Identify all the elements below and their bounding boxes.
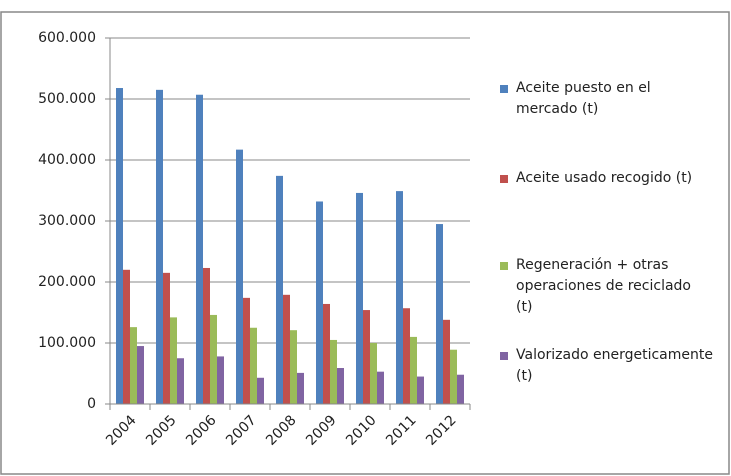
bar <box>337 368 344 404</box>
legend-label: Regeneración + otras operaciones de reci… <box>516 257 691 315</box>
x-tick-label: 2007 <box>223 412 260 449</box>
y-tick-label: 100.000 <box>38 335 96 351</box>
bar <box>116 88 123 405</box>
legend-label: Valorizado energeticamente (t) <box>516 347 713 384</box>
y-tick-label: 0 <box>87 396 96 412</box>
x-tick-label: 2009 <box>303 412 340 449</box>
bar <box>330 339 337 404</box>
bar <box>377 371 384 404</box>
bar <box>177 358 184 404</box>
legend-swatch <box>500 85 508 93</box>
bar <box>210 314 217 404</box>
legend-swatch <box>500 262 508 270</box>
bar <box>323 303 330 404</box>
x-tick-label: 2005 <box>143 412 180 449</box>
legend-label: Aceite usado recogido (t) <box>516 170 693 186</box>
bar <box>130 327 137 404</box>
bar <box>297 372 304 404</box>
legend-label: Aceite puesto en el mercado (t) <box>516 80 651 117</box>
bar <box>290 330 297 404</box>
legend-swatch <box>500 352 508 360</box>
bar <box>276 175 283 404</box>
y-tick-label: 300.000 <box>38 213 96 229</box>
y-tick-label: 400.000 <box>38 152 96 168</box>
bar <box>236 149 243 404</box>
bar <box>363 310 370 404</box>
x-tick-label: 2010 <box>343 412 380 449</box>
bar <box>156 89 163 404</box>
bar <box>170 317 177 404</box>
bar <box>396 191 403 404</box>
bar <box>163 272 170 404</box>
bar <box>450 349 457 404</box>
bar <box>203 267 210 404</box>
x-tick-label: 2008 <box>263 412 300 449</box>
y-tick-label: 600.000 <box>38 30 96 46</box>
bar <box>417 376 424 404</box>
x-tick-label: 2012 <box>423 412 460 449</box>
x-tick-label: 2004 <box>103 412 140 449</box>
bar <box>457 374 464 404</box>
x-tick-label: 2006 <box>183 412 220 449</box>
bar <box>250 327 257 404</box>
bar <box>257 377 264 404</box>
bar <box>137 346 144 404</box>
bar <box>196 94 203 404</box>
bar <box>436 224 443 404</box>
x-tick-label: 2011 <box>383 412 420 449</box>
bar <box>356 192 363 404</box>
bar <box>403 308 410 404</box>
bar <box>283 294 290 404</box>
bar <box>217 356 224 404</box>
bar <box>316 201 323 404</box>
bar <box>370 343 377 404</box>
bar <box>243 297 250 404</box>
bar <box>123 269 130 404</box>
bar <box>410 336 417 404</box>
y-tick-label: 200.000 <box>38 274 96 290</box>
y-tick-label: 500.000 <box>38 91 96 107</box>
bar <box>443 319 450 404</box>
legend-swatch <box>500 175 508 183</box>
frame <box>0 11 730 475</box>
